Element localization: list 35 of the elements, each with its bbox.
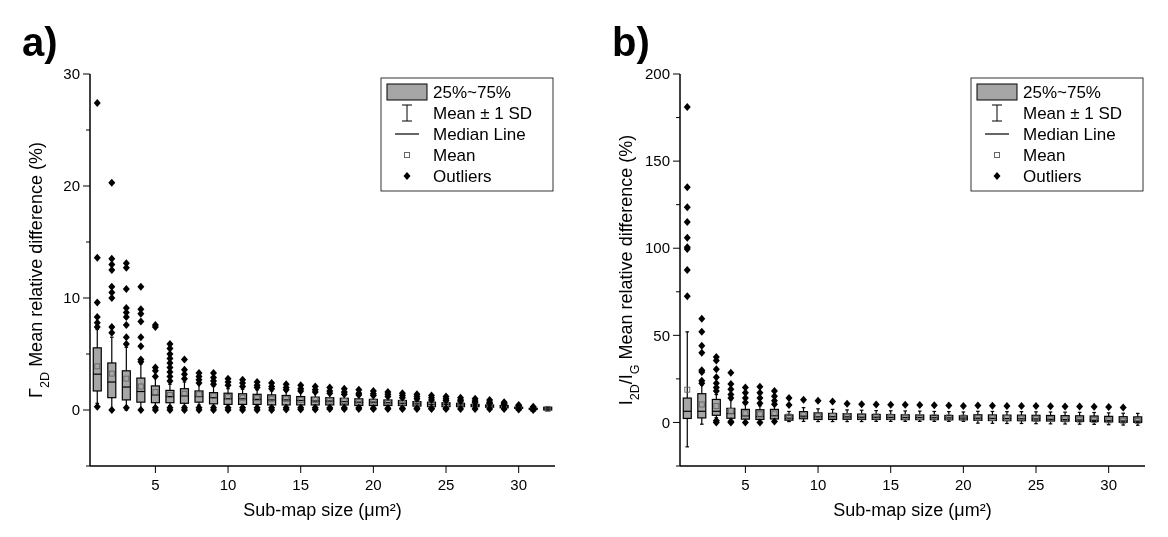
y-tick-label: 30 — [63, 65, 80, 83]
annotation: Mean ± 1 SD — [1023, 103, 1123, 123]
y-tick-label: 10 — [63, 289, 80, 307]
x-tick-label: 25 — [1027, 476, 1045, 493]
x-tick-label: 15 — [292, 476, 310, 493]
annotation: Outliers — [1023, 166, 1082, 186]
annotation: Outliers — [433, 166, 492, 186]
x-axis-title: Sub-map size (μm²) — [833, 500, 992, 520]
x-tick-label: 30 — [1100, 476, 1118, 493]
y-tick-label: 100 — [644, 239, 670, 257]
y-tick-label: 20 — [63, 177, 80, 195]
annotation: Mean ± 1 SD — [433, 103, 533, 123]
y-tick-label: 150 — [644, 152, 670, 170]
x-tick-label: 15 — [882, 476, 900, 493]
x-tick-label: 10 — [219, 476, 237, 493]
y-tick-label: 0 — [71, 401, 80, 419]
x-axis-title: Sub-map size (μm²) — [243, 500, 402, 520]
x-tick-label: 20 — [365, 476, 382, 493]
chart-title: b) — [612, 20, 650, 64]
x-tick-label: 5 — [151, 476, 160, 493]
annotation: Mean — [433, 145, 476, 165]
annotation: Median Line — [1023, 124, 1116, 144]
x-tick-label: 30 — [510, 476, 528, 493]
y-tick-label: 0 — [661, 413, 670, 431]
annotation: Mean — [1023, 145, 1066, 165]
y-tick-label: 50 — [653, 326, 670, 344]
annotation: 25%~75% — [433, 82, 511, 102]
chart-title: a) — [22, 20, 58, 64]
y-tick-label: 200 — [644, 65, 670, 83]
x-tick-label: 25 — [437, 476, 455, 493]
x-tick-label: 5 — [741, 476, 750, 493]
annotation: 25%~75% — [1023, 82, 1101, 102]
x-tick-label: 20 — [955, 476, 972, 493]
annotation: Median Line — [433, 124, 526, 144]
x-tick-label: 10 — [809, 476, 827, 493]
